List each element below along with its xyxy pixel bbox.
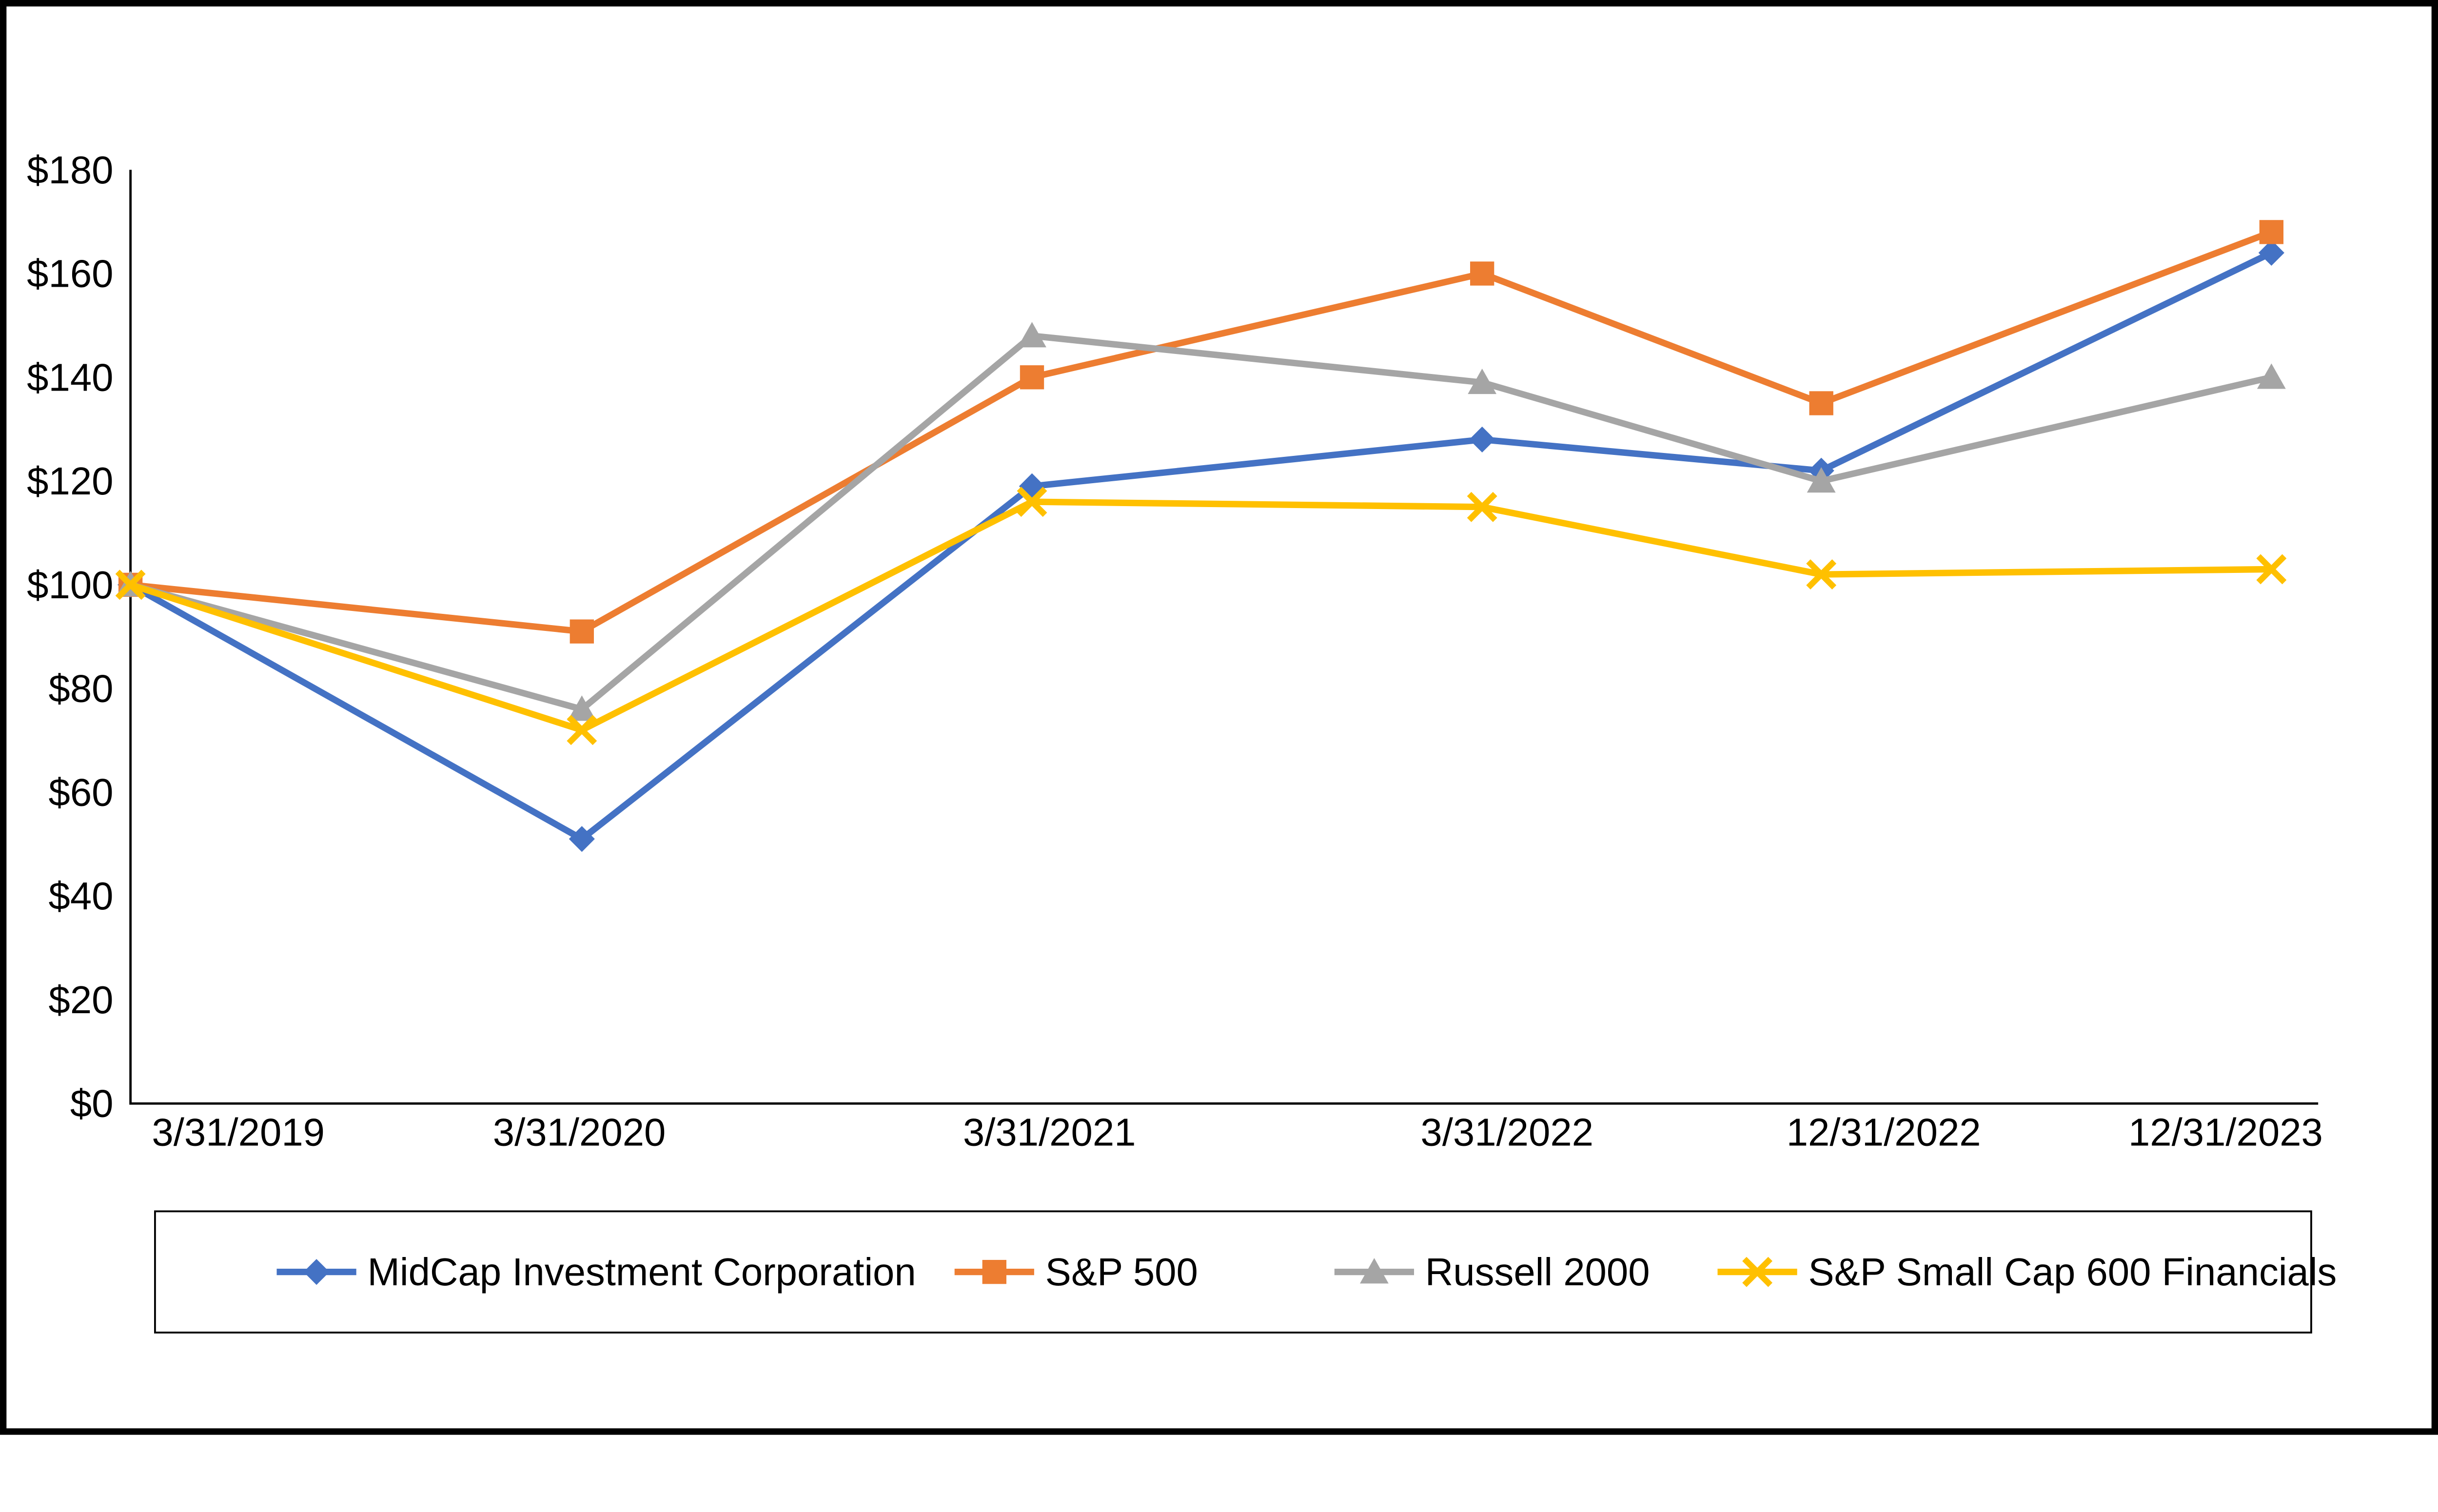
data-point-marker-diamond-icon [569,826,595,852]
y-tick-label: $160 [27,252,113,295]
legend: MidCap Investment Corporation S&P 500 Russ… [154,1210,2337,1334]
data-point-marker-diamond-icon [1469,426,1495,453]
x-tick-label: 3/31/2021 [963,1111,1136,1154]
plot-area [115,220,2287,852]
y-tick-label: $0 [70,1082,114,1125]
axis-lines [129,170,2319,1105]
data-point-marker-x-icon [567,715,597,746]
legend-marker-x-icon [1742,1257,1773,1287]
y-tick-label: $180 [27,148,113,192]
x-tick-label: 3/31/2019 [152,1111,325,1154]
x-tick-label: 12/31/2023 [2128,1111,2323,1154]
series-line [127,498,2275,733]
x-tick-label: 12/31/2022 [1787,1111,1981,1154]
y-axis-tick-labels: $0 $20 $40 $60 $80 $100 $120 $140 $160 $180 [27,148,113,1125]
data-point-marker-square-icon [2259,220,2284,244]
y-tick-label: $80 [49,667,114,710]
y-tick-label: $40 [49,874,114,918]
x-tick-label: 3/31/2020 [493,1111,666,1154]
performance-line-chart: $0 $20 $40 $60 $80 $100 $120 $140 $160 $180 3/31/… [0,0,2438,1435]
legend-marker-triangle-icon [1359,1258,1389,1284]
data-point-marker-square-icon [1809,391,1833,415]
axes [129,170,2319,1105]
legend-label: Russell 2000 [1425,1250,1650,1294]
y-tick-label: $120 [27,459,113,503]
legend-label: S&P Small Cap 600 Financials [1808,1250,2337,1294]
data-point-marker-x-icon [115,569,146,600]
y-tick-label: $140 [27,355,113,399]
chart-border [0,0,2438,1435]
legend-item: S&P 500 [954,1250,1198,1294]
data-point-marker-triangle-icon [1807,467,1836,493]
series-4 [115,487,2287,746]
data-point-marker-triangle-icon [1468,368,1497,394]
data-point-marker-x-icon [1806,559,1837,590]
data-point-marker-square-icon [1470,261,1494,286]
legend-item: MidCap Investment Corporation [276,1250,916,1294]
series-line [127,229,2275,635]
data-point-marker-triangle-icon [2257,363,2286,389]
legend-label: MidCap Investment Corporation [367,1250,916,1294]
total-return-chart-frame: $0 $20 $40 $60 $80 $100 $120 $140 $160 $180 3/31/… [0,0,2438,1435]
x-tick-label: 3/31/2022 [1420,1111,1593,1154]
legend-box [154,1210,2312,1334]
legend-marker-square-icon [982,1259,1006,1284]
x-axis-tick-labels: 3/31/2019 3/31/2020 3/31/2021 3/31/2022 12/3… [152,1111,2322,1154]
data-point-marker-x-icon [1467,491,1497,522]
series-line [127,249,2275,843]
data-point-marker-triangle-icon [567,695,596,721]
y-tick-label: $60 [49,770,114,814]
data-point-marker-square-icon [1020,365,1044,390]
series-line [127,333,2275,713]
y-tick-label: $100 [27,563,113,607]
legend-label: S&P 500 [1045,1250,1198,1294]
data-point-marker-triangle-icon [1018,322,1046,348]
data-point-marker-x-icon [1017,487,1047,517]
data-point-marker-x-icon [2256,554,2287,585]
legend-item: S&P Small Cap 600 Financials [1717,1250,2337,1294]
y-tick-label: $20 [49,978,114,1021]
data-point-marker-square-icon [570,619,594,644]
data-point-marker-diamond-icon [2258,239,2284,266]
legend-item: Russell 2000 [1334,1250,1650,1294]
